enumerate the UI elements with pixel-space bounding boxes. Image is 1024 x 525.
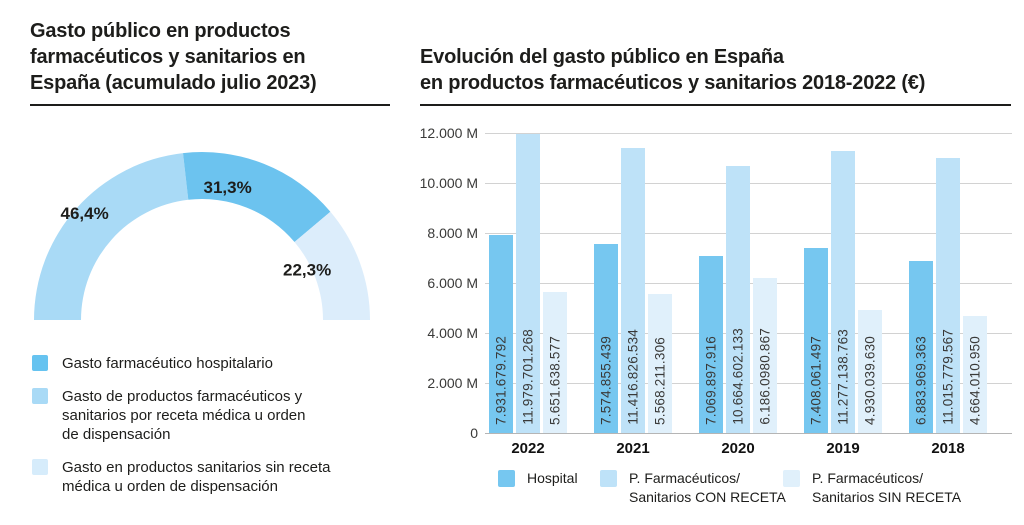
bar-sin_receta-2021: 5.568.211.306 [648, 293, 672, 433]
gauge-percent-label-hospitalario: 31,3% [203, 178, 251, 197]
bar-value-label-sin_receta-2019: 4.930.039.630 [862, 336, 878, 425]
gauge-segment-hospitalario [183, 152, 331, 242]
legend-label-sin_receta: Gasto en productos sanitarios sin receta… [62, 459, 331, 495]
gauge-chart: 46,4% 31,3% 22,3% [34, 152, 370, 320]
bar-value-label-con_receta-2020: 10.664.602.133 [730, 328, 746, 425]
bar-legend-label-hospital: Hospital [527, 470, 578, 486]
bar-hospital-2018: 6.883.969.363 [909, 260, 933, 433]
y-axis-label-0: 0 [470, 425, 478, 441]
bar-chart-x-axis: 2022 2021 2020 2019 2018 [485, 440, 1012, 460]
legend-label-hospitalario: Gasto farmacéutico hospitalario [62, 355, 273, 372]
x-axis-label-2022: 2022 [511, 440, 545, 457]
left-chart-title: Gasto público en productos farmacéuticos… [30, 20, 317, 94]
legend-item-hospitalario: Gasto farmacéutico hospitalario [32, 354, 392, 373]
legend-item-receta: Gasto de productos farmacéuticos y sanit… [32, 387, 392, 444]
legend-swatch-sin_receta [32, 459, 48, 475]
bar-legend-item-con_receta: P. Farmacéuticos/ Sanitarios CON RECETA [600, 469, 786, 507]
bar-chart-legend: Hospital P. Farmacéuticos/ Sanitarios CON… [0, 468, 1024, 520]
bar-hospital-2022: 7.931.679.792 [489, 234, 513, 433]
gauge-segment-sin_receta [294, 211, 370, 320]
bar-hospital-2020: 7.069.897.916 [699, 256, 723, 433]
bar-value-label-con_receta-2019: 11.277.138.763 [835, 329, 851, 425]
bar-value-label-con_receta-2022: 11.979.701.268 [520, 329, 536, 425]
y-axis-label-6000: 6.000 M [427, 275, 478, 291]
bar-value-label-hospital-2021: 7.574.855.439 [598, 336, 614, 425]
x-axis-label-2019: 2019 [826, 440, 860, 457]
y-axis-label-2000: 2.000 M [427, 375, 478, 391]
bar-value-label-con_receta-2021: 11.416.826.534 [625, 329, 641, 425]
legend-swatch-receta [32, 388, 48, 404]
gridline-12000 [485, 132, 1012, 134]
bar-value-label-sin_receta-2018: 4.664.010.950 [967, 336, 983, 425]
right-chart-title: Evolución del gasto público en España en… [420, 46, 926, 94]
bar-con_receta-2020: 10.664.602.133 [726, 166, 750, 433]
right-title-rule [420, 104, 1011, 106]
x-axis-label-2018: 2018 [931, 440, 965, 457]
bar-con_receta-2019: 11.277.138.763 [831, 151, 855, 433]
bar-legend-swatch-hospital [498, 470, 515, 487]
bar-value-label-sin_receta-2020: 6.186.0980.867 [757, 328, 773, 425]
bar-legend-item-hospital: Hospital [498, 469, 578, 488]
bar-value-label-hospital-2018: 6.883.969.363 [913, 336, 929, 425]
bar-legend-label-sin_receta: P. Farmacéuticos/ Sanitarios SIN RECETA [812, 470, 962, 505]
bar-sin_receta-2022: 5.651.638.577 [543, 291, 567, 433]
bar-sin_receta-2018: 4.664.010.950 [963, 316, 987, 433]
bar-legend-item-sin_receta: P. Farmacéuticos/ Sanitarios SIN RECETA [783, 469, 961, 507]
legend-item-sin_receta: Gasto en productos sanitarios sin receta… [32, 458, 392, 496]
bar-con_receta-2021: 11.416.826.534 [621, 147, 645, 433]
y-axis-label-4000: 4.000 M [427, 325, 478, 341]
y-axis-label-12000: 12.000 M [419, 125, 478, 141]
bar-value-label-con_receta-2018: 11.015.779.567 [940, 329, 956, 425]
x-axis-label-2020: 2020 [721, 440, 755, 457]
bar-value-label-hospital-2019: 7.408.061.497 [808, 336, 824, 425]
bar-sin_receta-2020: 6.186.0980.867 [753, 278, 777, 433]
bar-hospital-2019: 7.408.061.497 [804, 247, 828, 433]
bar-value-label-hospital-2022: 7.931.679.792 [493, 336, 509, 425]
legend-swatch-hospitalario [32, 355, 48, 371]
legend-label-receta: Gasto de productos farmacéuticos y sanit… [62, 388, 306, 443]
gauge-percent-label-sin_receta: 22,3% [283, 260, 331, 279]
bar-con_receta-2022: 11.979.701.268 [516, 133, 540, 433]
bar-chart-y-axis: 0 2.000 M 4.000 M 6.000 M 8.000 M 10.000 M 12.… [410, 120, 478, 441]
bar-con_receta-2018: 11.015.779.567 [936, 157, 960, 433]
gauge-percent-label-receta: 46,4% [60, 204, 108, 223]
bar-legend-label-con_receta: P. Farmacéuticos/ Sanitarios CON RECETA [629, 470, 786, 505]
bar-value-label-sin_receta-2021: 5.568.211.306 [652, 337, 668, 425]
bar-legend-swatch-sin_receta [783, 470, 800, 487]
y-axis-label-8000: 8.000 M [427, 225, 478, 241]
left-title-rule [30, 104, 390, 106]
bar-value-label-sin_receta-2022: 5.651.638.577 [547, 336, 563, 425]
gridline-0 [485, 432, 1012, 434]
bar-value-label-hospital-2020: 7.069.897.916 [703, 336, 719, 425]
bar-chart-plot: 7.931.679.792 11.979.701.268 5.651.638.577… [485, 120, 1012, 434]
y-axis-label-10000: 10.000 M [419, 175, 478, 191]
bar-hospital-2021: 7.574.855.439 [594, 243, 618, 433]
x-axis-label-2021: 2021 [616, 440, 650, 457]
gauge-legend: Gasto farmacéutico hospitalario Gasto de … [32, 354, 392, 496]
bar-legend-swatch-con_receta [600, 470, 617, 487]
bar-sin_receta-2019: 4.930.039.630 [858, 309, 882, 433]
gauge-segment-receta [34, 153, 189, 320]
